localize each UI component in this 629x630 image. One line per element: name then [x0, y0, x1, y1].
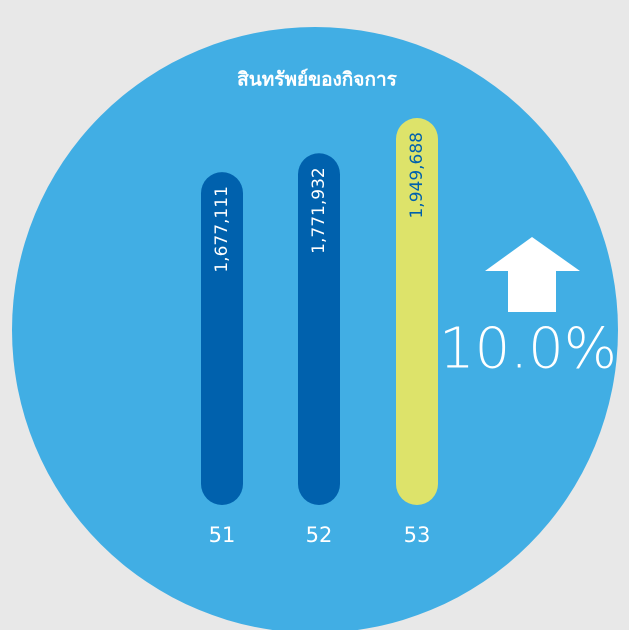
chart-title: สินทรัพย์ของกิจการ	[237, 69, 397, 91]
x-tick-label: 53	[404, 523, 431, 547]
annotation: 10.0%	[439, 316, 617, 381]
x-tick-label: 52	[306, 523, 333, 547]
value-label: 1,771,932	[309, 167, 329, 254]
bar	[298, 153, 340, 505]
value-label: 1,949,688	[407, 132, 427, 219]
value-label: 1,677,111	[212, 186, 232, 273]
x-tick-label: 51	[209, 523, 236, 547]
up-arrow	[485, 237, 580, 312]
bar	[201, 172, 243, 505]
bar	[396, 118, 438, 505]
